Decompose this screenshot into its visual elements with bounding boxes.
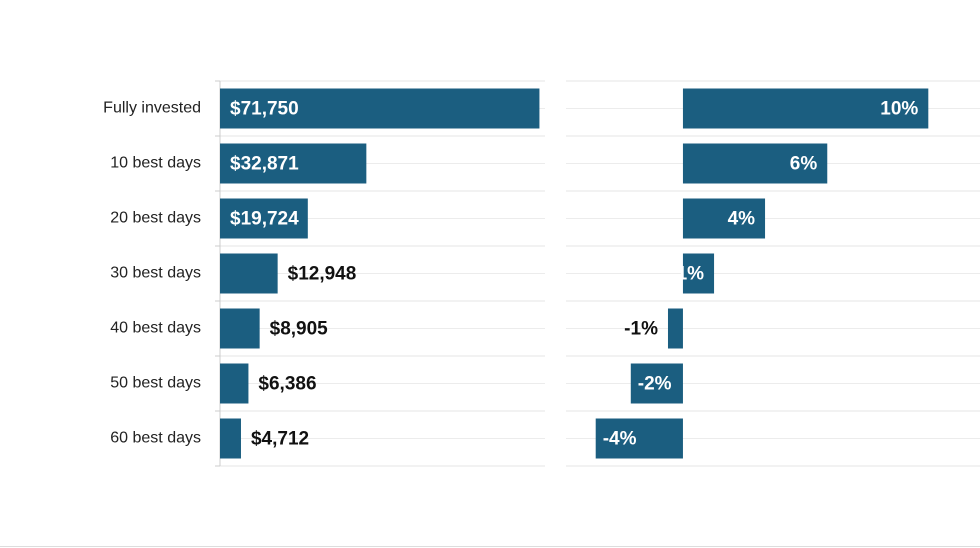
category-label: 20 best days <box>110 210 201 227</box>
bar <box>630 363 683 404</box>
value-label: 4% <box>728 209 756 230</box>
bar <box>220 253 278 294</box>
value-label: -1% <box>624 319 658 340</box>
bar <box>220 143 367 184</box>
value-label: -4% <box>603 429 637 450</box>
value-label: $71,750 <box>230 99 299 120</box>
category-label: Fully invested <box>103 100 201 117</box>
value-label: $6,386 <box>258 374 316 395</box>
bar <box>220 198 308 239</box>
value-label: -2% <box>638 374 672 395</box>
bar <box>667 308 683 349</box>
bar <box>220 363 249 404</box>
category-label: 50 best days <box>110 375 201 392</box>
bar <box>682 253 715 294</box>
bar <box>682 88 929 129</box>
bar <box>220 308 260 349</box>
category-label: 10 best days <box>110 155 201 172</box>
category-label: 30 best days <box>110 265 201 282</box>
bar <box>682 143 828 184</box>
category-label: 60 best days <box>110 430 201 447</box>
value-label: $32,871 <box>230 154 299 175</box>
category-label: 40 best days <box>110 320 201 337</box>
bar <box>682 198 766 239</box>
value-label: 1% <box>677 264 705 285</box>
value-label: $8,905 <box>270 319 329 340</box>
bar <box>220 88 540 129</box>
value-label: $19,724 <box>230 209 299 230</box>
bar <box>595 418 683 459</box>
bar <box>220 418 241 459</box>
value-label: 10% <box>880 99 918 120</box>
value-label: 6% <box>790 154 818 175</box>
value-label: $12,948 <box>288 264 357 285</box>
value-label: $4,712 <box>251 429 309 450</box>
